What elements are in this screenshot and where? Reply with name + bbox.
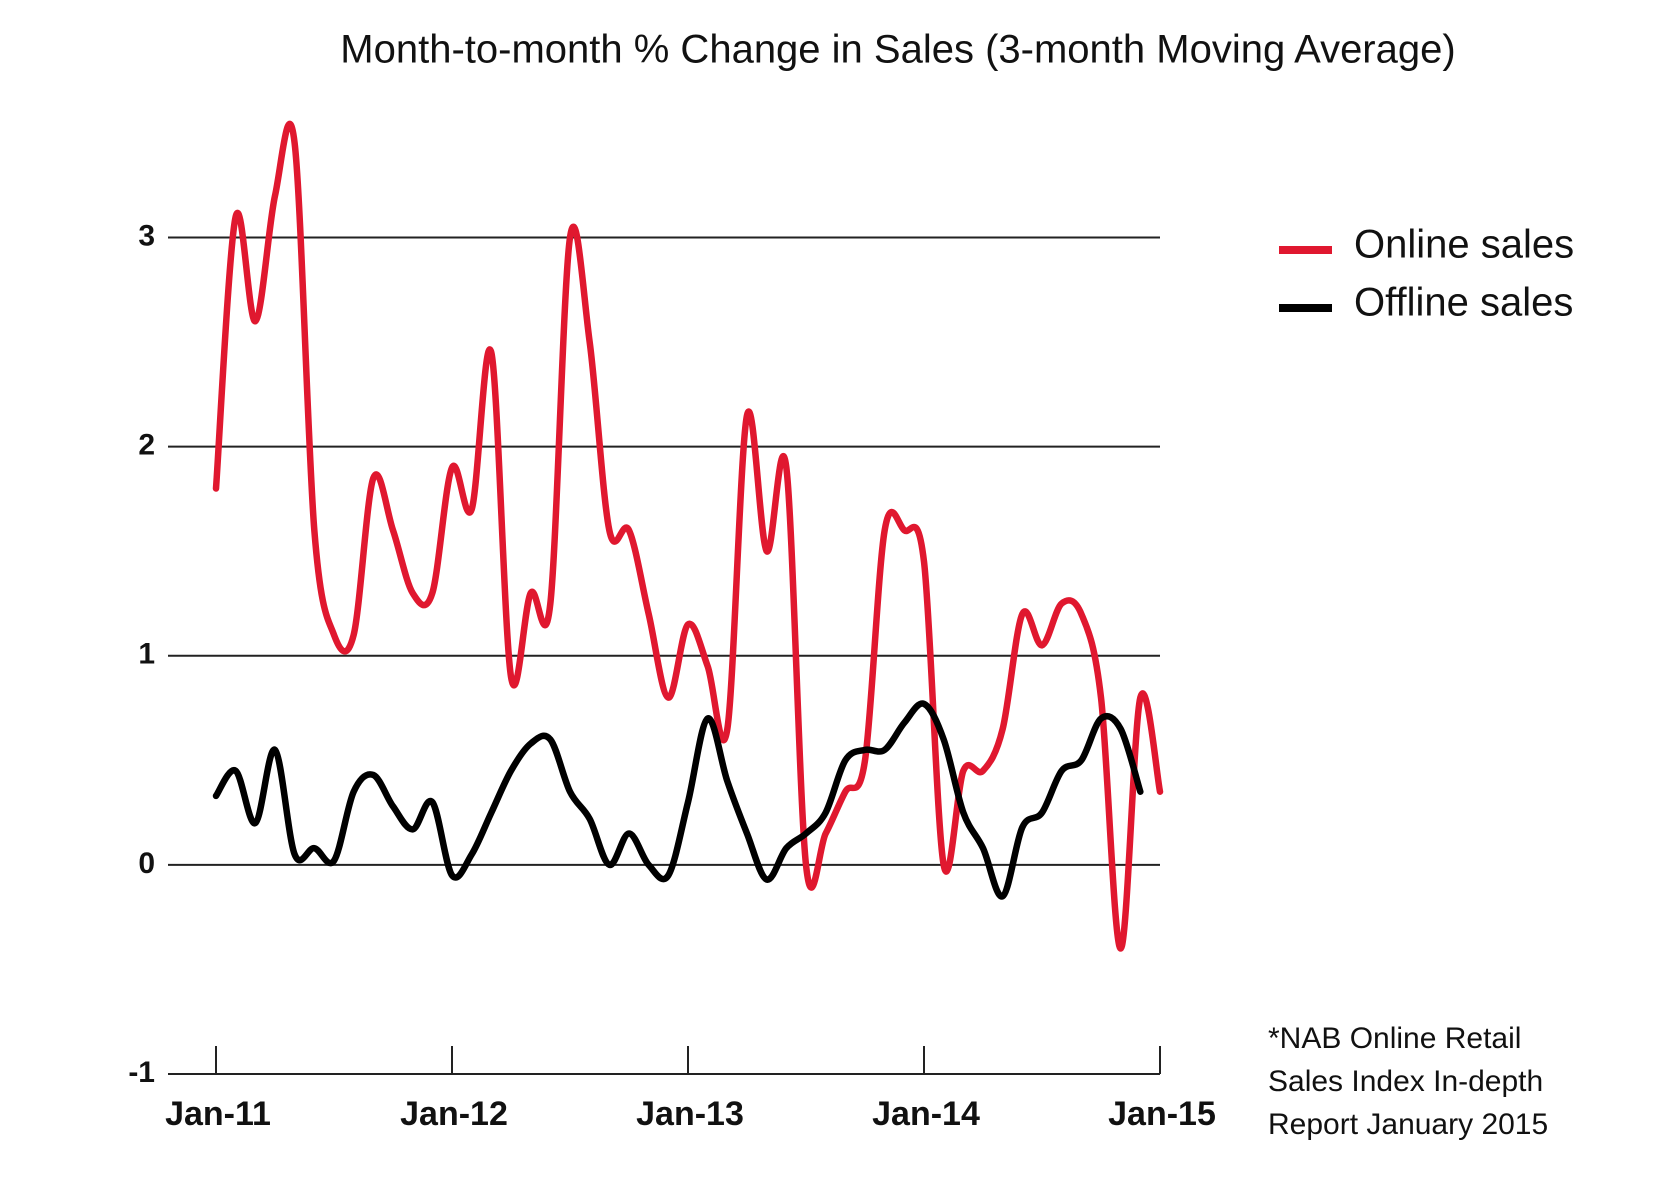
y-tick-label: 2 bbox=[138, 429, 155, 462]
series-line bbox=[212, 120, 1164, 952]
footnote: Sales Index In-depth bbox=[1268, 1065, 1543, 1098]
legend-label: Offline sales bbox=[1354, 281, 1573, 325]
y-tick-label: -1 bbox=[128, 1056, 155, 1089]
x-tick-label: Jan-15 bbox=[1108, 1095, 1216, 1133]
y-tick-label: 1 bbox=[138, 638, 155, 671]
footnote: *NAB Online Retail bbox=[1268, 1022, 1521, 1055]
y-tick-label: 0 bbox=[138, 847, 155, 880]
y-tick-label: 3 bbox=[138, 219, 155, 252]
legend-label: Online sales bbox=[1354, 223, 1574, 267]
series-line bbox=[212, 700, 1144, 900]
x-tick-label: Jan-11 bbox=[165, 1095, 271, 1133]
x-tick-label: Jan-13 bbox=[636, 1095, 744, 1133]
x-tick-label: Jan-14 bbox=[872, 1095, 980, 1133]
chart-title: Month-to-month % Change in Sales (3-mont… bbox=[340, 28, 1455, 72]
footnote: Report January 2015 bbox=[1268, 1108, 1548, 1141]
x-tick-label: Jan-12 bbox=[400, 1095, 508, 1133]
